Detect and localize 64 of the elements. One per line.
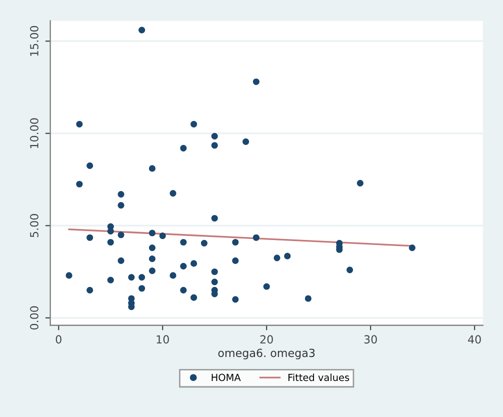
- point: [408, 244, 416, 252]
- point: [118, 202, 124, 209]
- point: [180, 144, 187, 152]
- point: [66, 272, 72, 279]
- point: [76, 180, 83, 188]
- point: [86, 162, 94, 169]
- x-tick-label: 10: [156, 335, 169, 344]
- point: [190, 120, 198, 128]
- point: [128, 304, 135, 310]
- point: [107, 238, 114, 246]
- legend-label: HOMA: [212, 374, 241, 382]
- point: [138, 285, 146, 292]
- point: [346, 266, 354, 274]
- point: [86, 286, 94, 294]
- point: [211, 278, 218, 286]
- point: [190, 294, 198, 301]
- point: [180, 262, 187, 270]
- point: [138, 274, 146, 281]
- x-axis-title: omega6. omega3: [218, 348, 315, 360]
- x-tick-label: 0: [56, 335, 62, 344]
- point: [211, 214, 218, 222]
- point: [211, 268, 218, 276]
- point: [200, 240, 208, 246]
- x-tick-label: 40: [468, 335, 481, 344]
- point: [274, 254, 280, 262]
- point: [148, 165, 156, 172]
- point: [148, 256, 156, 262]
- point: [107, 228, 114, 234]
- point: [356, 180, 364, 186]
- point: [252, 78, 260, 86]
- point: [118, 232, 124, 238]
- point: [107, 276, 114, 284]
- point: [86, 234, 94, 241]
- point: [118, 257, 124, 264]
- point: [148, 244, 156, 252]
- point: [170, 272, 176, 279]
- point: [252, 234, 260, 241]
- point: [232, 296, 239, 303]
- point: [190, 260, 198, 267]
- x-tick-label: 30: [364, 335, 377, 344]
- point: [180, 286, 187, 294]
- point: [232, 257, 239, 264]
- y-tick-label: 5.00: [30, 214, 38, 238]
- x-tick-label: 20: [260, 335, 273, 344]
- y-tick-label: 15.00: [30, 26, 38, 56]
- point: [148, 230, 156, 236]
- point: [159, 232, 166, 240]
- y-tick-label: 0.00: [30, 306, 38, 330]
- point: [211, 142, 218, 149]
- point: [232, 238, 239, 246]
- point: [76, 120, 83, 128]
- point: [242, 138, 250, 145]
- point: [128, 274, 135, 281]
- y-tick-label: 10.00: [30, 118, 38, 148]
- point: [211, 132, 218, 140]
- point: [118, 190, 124, 198]
- point: [263, 283, 270, 290]
- legend-label: Fitted values: [288, 374, 350, 382]
- point: [304, 295, 312, 302]
- point: [170, 190, 176, 197]
- point: [138, 26, 146, 34]
- point: [148, 268, 156, 274]
- point: [284, 252, 291, 260]
- point: [180, 238, 187, 246]
